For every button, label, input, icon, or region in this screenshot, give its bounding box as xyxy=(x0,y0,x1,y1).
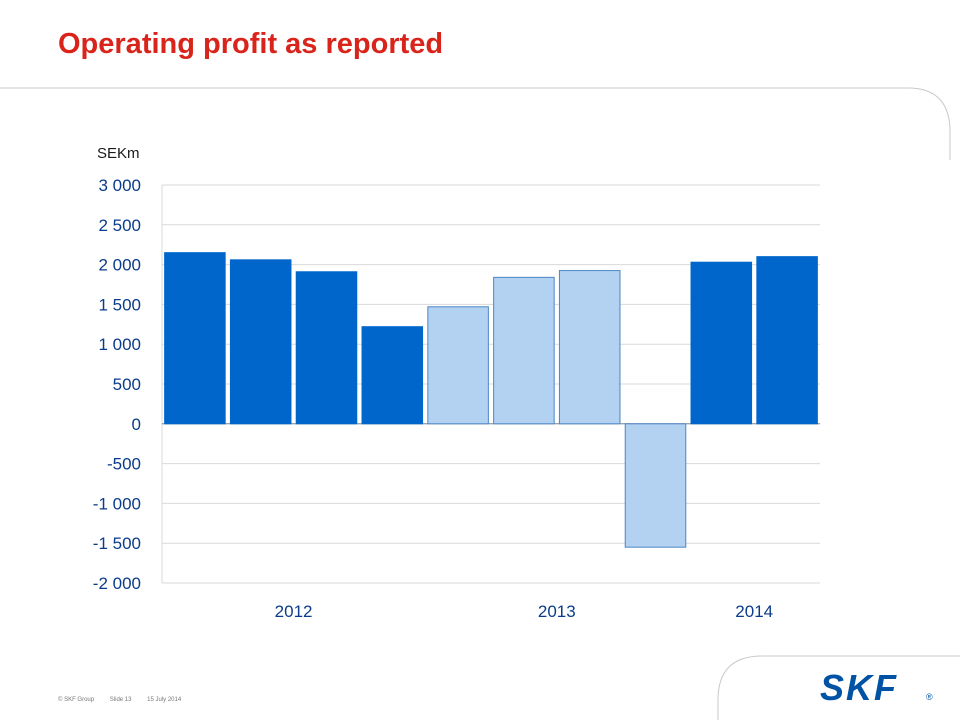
y-tick-label: -500 xyxy=(107,455,141,474)
slide-title: Operating profit as reported xyxy=(58,28,444,60)
y-tick-label: 500 xyxy=(113,375,141,394)
footer-curve xyxy=(717,655,960,720)
y-tick-label: 2 000 xyxy=(98,256,141,275)
bar xyxy=(493,276,555,425)
y-tick-label: 3 000 xyxy=(98,176,141,195)
y-tick-label: -1 500 xyxy=(93,534,141,553)
header-rule xyxy=(0,87,951,160)
bars xyxy=(164,252,818,548)
bar xyxy=(295,271,358,425)
footer-slide-number: Slide 13 xyxy=(109,697,132,703)
bar xyxy=(229,259,292,425)
bar xyxy=(756,256,818,425)
skf-logo: SKF ® xyxy=(820,670,933,706)
bar xyxy=(427,306,489,425)
x-year-label: 2012 xyxy=(275,602,313,621)
y-tick-label: -2 000 xyxy=(93,574,141,593)
x-year-label: 2013 xyxy=(538,602,576,621)
footer-date: 15 July 2014 xyxy=(147,697,182,703)
y-tick-label: 0 xyxy=(132,415,141,434)
skf-logo-text: SKF xyxy=(820,670,898,706)
y-tick-label: 2 500 xyxy=(98,216,141,235)
bar xyxy=(690,261,753,425)
bar xyxy=(361,326,424,425)
y-tick-label: 1 500 xyxy=(98,295,141,314)
y-tick-labels: 3 000 2 500 2 000 1 500 1 000 500 0 -500 -1 000 -… xyxy=(93,176,141,593)
bar xyxy=(558,270,621,425)
y-tick-label: -1 000 xyxy=(93,494,141,513)
y-tick-label: 1 000 xyxy=(98,335,141,354)
footer-copyright: © SKF Group xyxy=(58,697,95,703)
x-year-labels: 2012 2013 2014 xyxy=(275,602,773,621)
footer: © SKF Group Slide 13 15 July 2014 xyxy=(58,697,195,703)
x-year-label: 2014 xyxy=(735,602,773,621)
bar xyxy=(164,252,226,425)
bar xyxy=(624,423,687,548)
y-axis-unit-label: SEKm xyxy=(97,145,140,162)
registered-mark-icon: ® xyxy=(926,692,933,702)
